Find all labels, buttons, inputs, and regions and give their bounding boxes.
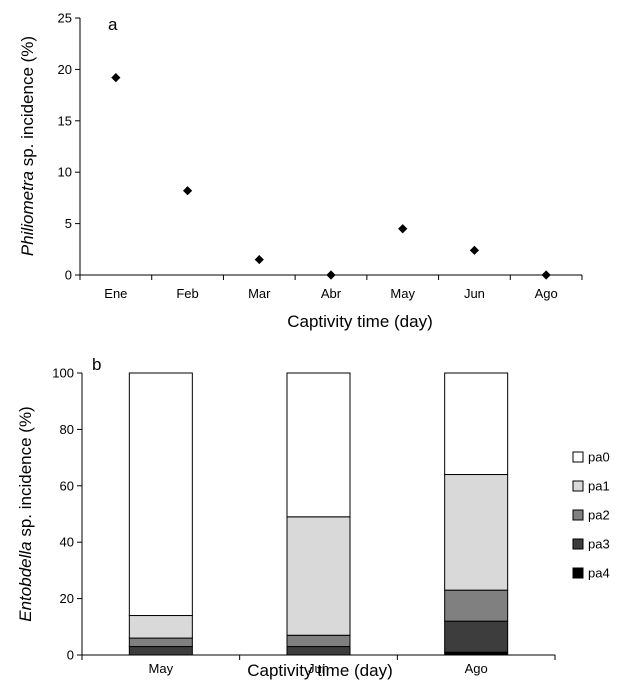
panel-b-bars — [128, 372, 509, 656]
panel-a-data-point — [398, 224, 408, 234]
panel-b-y-title-rest: sp. incidence (%) — [16, 406, 35, 541]
panel-b-bar-segment-pa1 — [444, 474, 509, 591]
panel-a-y-tick-label: 0 — [65, 268, 72, 283]
panel-a-data-point — [541, 270, 551, 280]
panel-b-x-ticks: May Jun Ago — [81, 655, 556, 676]
panel-b-legend: pa0 pa1 pa2 pa3 pa4 — [572, 450, 610, 581]
panel-a-x-tick-label: Ene — [104, 286, 127, 301]
legend-swatch-pa0 — [572, 451, 584, 463]
panel-b-bar-segment-pa2 — [286, 634, 351, 648]
panel-b-bar-segment-pa0 — [128, 372, 193, 617]
panel-b-bar-segment-pa1 — [128, 615, 193, 639]
legend-label-pa0: pa0 — [588, 450, 610, 465]
panel-b-y-tick-label: 60 — [60, 478, 74, 493]
panel-a-y-tick-label: 25 — [58, 11, 72, 26]
legend-label-pa3: pa3 — [588, 537, 610, 552]
panel-b-bar-segment-pa2 — [128, 637, 193, 648]
panel-b-bar-segment-pa0 — [444, 372, 509, 476]
panel-b-bar-segment-pa1 — [286, 516, 351, 636]
panel-b-x-tick-label: May — [149, 661, 174, 676]
panel-b-y-ticks: 0 20 40 60 80 100 — [52, 366, 82, 663]
panel-a-points — [111, 73, 551, 280]
panel-a-y-ticks: 0 5 10 15 20 25 — [58, 11, 80, 283]
panel-a-data-point — [111, 73, 121, 83]
panel-a-x-ticks: Ene Feb Mar Abr May Jun Ago — [79, 275, 583, 301]
legend-swatch-pa4 — [572, 567, 584, 579]
panel-a-x-tick-label: Mar — [248, 286, 271, 301]
panel-b-x-tick-label: Jun — [308, 661, 329, 676]
panel-b-y-title-genus: Entobdella — [16, 541, 35, 621]
panel-b-bar-segment-pa0 — [286, 372, 351, 518]
panel-a-data-point — [326, 270, 336, 280]
legend-swatch-pa1 — [572, 480, 584, 492]
panel-a-data-point — [182, 186, 193, 196]
panel-b-y-tick-label: 40 — [60, 535, 74, 550]
panel-b-y-tick-label: 0 — [67, 648, 74, 663]
legend-label-pa1: pa1 — [588, 479, 610, 494]
panel-a-letter: a — [108, 15, 118, 34]
panel-b-y-axis-title: Entobdella sp. incidence (%) — [16, 406, 35, 621]
panel-a-x-tick-label: Feb — [176, 286, 198, 301]
panel-b-stacked-bar-chart: b 0 20 40 60 80 100 May Jun Ago pa0 pa1 pa2 pa3 pa4… — [16, 355, 610, 680]
panel-b-bar-segment-pa2 — [444, 589, 509, 622]
panel-a-y-tick-label: 20 — [58, 62, 72, 77]
panel-b-bar-segment-pa3 — [128, 646, 193, 656]
panel-a-y-tick-label: 10 — [58, 165, 72, 180]
legend-label-pa2: pa2 — [588, 508, 610, 523]
panel-a-y-title-genus: Philiometra — [18, 171, 37, 256]
panel-a-x-axis-title: Captivity time (day) — [287, 312, 432, 331]
panel-a-scatter-chart: a 0 5 10 15 20 25 Ene Feb Mar Abr May Jun Ago Capti… — [18, 11, 583, 331]
legend-swatch-pa3 — [572, 538, 584, 550]
panel-a-y-tick-label: 5 — [65, 216, 72, 231]
panel-a-x-tick-label: Abr — [321, 286, 342, 301]
panel-b-y-tick-label: 20 — [60, 591, 74, 606]
panel-a-data-point — [254, 254, 264, 265]
panel-a-y-axis-title: Philiometra sp. incidence (%) — [18, 36, 37, 256]
panel-a-data-point — [469, 245, 480, 255]
panel-b-bar-segment-pa3 — [286, 646, 351, 656]
legend-swatch-pa2 — [572, 509, 584, 521]
panel-a-y-tick-label: 15 — [58, 113, 72, 128]
panel-a-x-tick-label: Jun — [464, 286, 485, 301]
panel-b-x-axis-title: Captivity time (day) — [247, 661, 392, 680]
panel-a-x-tick-label: May — [390, 286, 415, 301]
legend-label-pa4: pa4 — [588, 566, 610, 581]
panel-a-x-tick-label: Ago — [535, 286, 558, 301]
panel-b-bar-segment-pa3 — [444, 620, 509, 653]
panel-b-letter: b — [92, 355, 101, 374]
panel-b-y-tick-label: 100 — [52, 366, 74, 381]
panel-b-x-tick-label: Ago — [465, 661, 488, 676]
panel-b-y-tick-label: 80 — [60, 422, 74, 437]
panel-a-y-title-rest: sp. incidence (%) — [18, 36, 37, 171]
